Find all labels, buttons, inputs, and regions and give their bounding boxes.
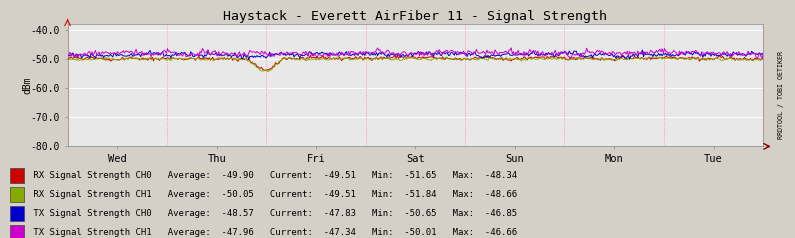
- Title: Haystack - Everett AirFiber 11 - Signal Strength: Haystack - Everett AirFiber 11 - Signal …: [223, 10, 607, 23]
- Text: TX Signal Strength CH0   Average:  -48.57   Current:  -47.83   Min:  -50.65   Ma: TX Signal Strength CH0 Average: -48.57 C…: [28, 209, 517, 218]
- Text: RX Signal Strength CH1   Average:  -50.05   Current:  -49.51   Min:  -51.84   Ma: RX Signal Strength CH1 Average: -50.05 C…: [28, 190, 517, 199]
- Text: RX Signal Strength CH0   Average:  -49.90   Current:  -49.51   Min:  -51.65   Ma: RX Signal Strength CH0 Average: -49.90 C…: [28, 171, 517, 180]
- Text: TX Signal Strength CH1   Average:  -47.96   Current:  -47.34   Min:  -50.01   Ma: TX Signal Strength CH1 Average: -47.96 C…: [28, 228, 517, 237]
- Text: RRDTOOL / TOBI OETIKER: RRDTOOL / TOBI OETIKER: [778, 51, 784, 139]
- Text: dBm: dBm: [22, 76, 33, 94]
